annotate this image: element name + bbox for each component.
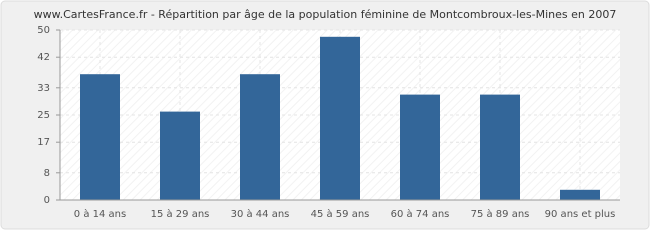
bar bbox=[560, 189, 600, 200]
bar bbox=[80, 74, 120, 200]
y-tick-label: 8 bbox=[44, 168, 50, 179]
bar bbox=[160, 111, 200, 200]
x-tick-label: 30 à 44 ans bbox=[231, 208, 290, 220]
x-tick-label: 75 à 89 ans bbox=[471, 208, 530, 220]
bar bbox=[480, 94, 520, 200]
bar bbox=[320, 36, 360, 200]
y-tick-label: 25 bbox=[37, 110, 50, 121]
bar bbox=[240, 74, 280, 200]
chart: www.CartesFrance.fr - Répartition par âg… bbox=[0, 0, 650, 230]
y-tick-label: 0 bbox=[44, 195, 50, 206]
x-tick-label: 15 à 29 ans bbox=[151, 208, 210, 220]
y-tick-label: 17 bbox=[37, 137, 50, 148]
y-tick-label: 33 bbox=[37, 83, 50, 94]
y-tick-label: 42 bbox=[37, 52, 50, 63]
y-tick-label: 50 bbox=[37, 25, 50, 36]
x-tick-label: 45 à 59 ans bbox=[311, 208, 370, 220]
x-tick-label: 60 à 74 ans bbox=[391, 208, 450, 220]
x-tick-label: 90 ans et plus bbox=[545, 209, 616, 220]
bar bbox=[400, 94, 440, 200]
x-tick-label: 0 à 14 ans bbox=[74, 208, 126, 220]
chart-title: www.CartesFrance.fr - Répartition par âg… bbox=[34, 8, 617, 21]
